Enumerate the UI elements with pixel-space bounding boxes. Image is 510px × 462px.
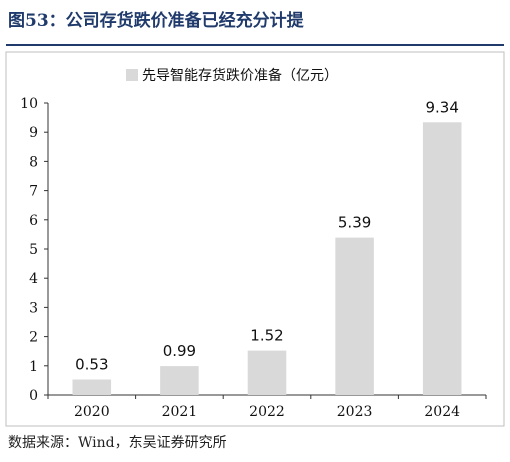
chart-frame: [5, 51, 505, 427]
y-tick-label: 7: [29, 184, 38, 200]
x-tick-label: 2024: [424, 404, 460, 420]
data-label: 0.99: [163, 342, 196, 360]
x-tick-label: 2020: [74, 404, 110, 420]
x-tick-label: 2023: [337, 404, 373, 420]
y-tick-label: 0: [29, 388, 38, 404]
legend-label: 先导智能存货跌价准备（亿元）: [142, 67, 338, 84]
data-label: 1.52: [250, 327, 283, 345]
y-axis-ticks: 0 1 2 3 4 5 6 7 8 9 10: [20, 96, 48, 404]
y-tick-label: 9: [29, 125, 38, 141]
y-tick-label: 6: [29, 213, 38, 229]
title-divider: [6, 44, 504, 46]
bars: [72, 122, 462, 395]
y-tick-label: 8: [29, 154, 38, 170]
y-tick-label: 10: [20, 96, 38, 112]
y-tick-label: 5: [29, 242, 38, 258]
data-label: 0.53: [75, 356, 108, 374]
bar: [160, 366, 199, 395]
y-tick-label: 3: [29, 300, 38, 316]
legend-swatch: [126, 69, 138, 81]
bar: [72, 379, 112, 395]
bar: [422, 122, 462, 395]
y-tick-label: 4: [29, 271, 38, 287]
data-label: 5.39: [338, 214, 371, 232]
figure-title: 图53：公司存货跌价准备已经充分计提: [8, 11, 304, 31]
data-labels: 0.53 0.99 1.52 5.39 9.34: [75, 98, 459, 373]
bar: [335, 237, 374, 395]
bar: [247, 350, 287, 395]
y-tick-label: 2: [29, 330, 38, 346]
x-axis-ticks: 2020 2021 2022 2023 2024: [47, 395, 487, 420]
source-note: 数据来源：Wind，东吴证券研究所: [8, 435, 227, 451]
x-tick-label: 2022: [249, 404, 285, 420]
data-label: 9.34: [425, 98, 458, 116]
y-tick-label: 1: [29, 359, 38, 375]
legend: 先导智能存货跌价准备（亿元）: [126, 67, 338, 84]
x-tick-label: 2021: [162, 404, 198, 420]
